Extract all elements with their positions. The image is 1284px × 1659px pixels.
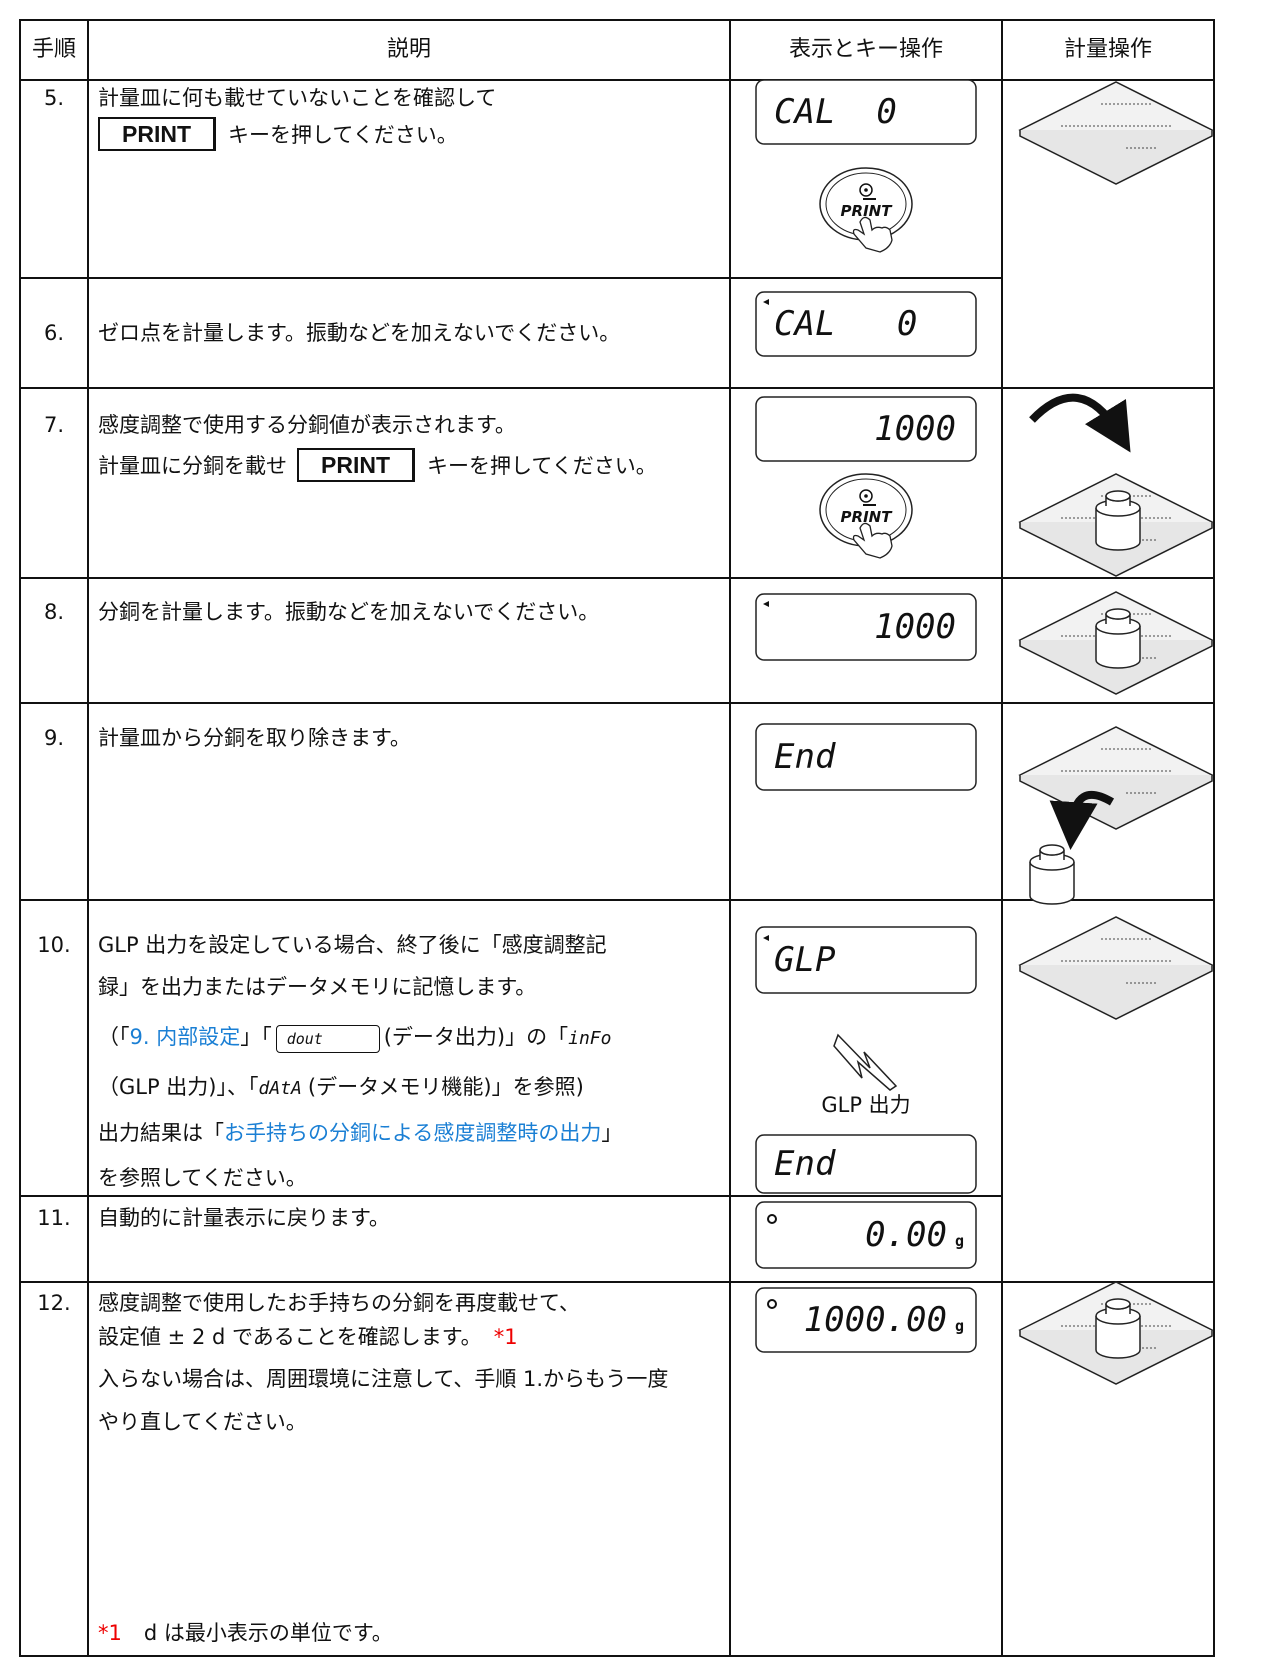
footnote-ref: *1 — [493, 1325, 518, 1349]
text: キーを押してください。 — [427, 454, 657, 478]
text-line: 自動的に計量表示に戻ります。 — [98, 1206, 390, 1230]
text-line: ゼロ点を計量します。振動などを加えないでください。 — [98, 321, 621, 345]
menu-item: dAtA — [258, 1078, 302, 1099]
display-value: 1000.00 — [803, 1300, 947, 1340]
footnote: *1 d は最小表示の単位です。 — [98, 1618, 393, 1648]
text: 計量皿に分銅を載せ — [98, 454, 287, 478]
display-text: CAL 0 — [774, 304, 918, 344]
header-cell: 表示とキー操作 — [788, 37, 943, 62]
display-text: CAL 0 — [774, 92, 897, 132]
display-text: End — [774, 1144, 836, 1184]
text-line: 感度調整で使用したお手持ちの分銅を再度載せて、 — [98, 1291, 580, 1315]
text: 出力結果は「 — [98, 1121, 224, 1145]
text-line: 入らない場合は、周囲環境に注意して、手順 1.からもう一度 — [98, 1367, 669, 1391]
key-label: PRINT — [98, 117, 216, 151]
text-line: 計量皿に分銅を載せ PRINT キーを押してください。 — [98, 448, 657, 482]
text-line: 出力結果は「お手持ちの分銅による感度調整時の出力」 — [98, 1118, 622, 1148]
display-unit: g — [954, 1317, 964, 1335]
link[interactable]: 9. 内部設定 — [129, 1025, 241, 1049]
indicators — [763, 299, 777, 1309]
text-line: 録」を出力またはデータメモリに記憶します。 — [98, 975, 537, 999]
display-value: 0.00 — [865, 1215, 947, 1255]
text-line: を参照してください。 — [98, 1166, 307, 1190]
button-label: PRINT — [840, 508, 892, 526]
text-line: 計量皿に何も載せていないことを確認して — [98, 86, 497, 110]
step: 9. — [43, 726, 65, 750]
link[interactable]: お手持ちの分銅による感度調整時の出力 — [224, 1121, 602, 1145]
display-text: 0.00 g — [756, 1215, 964, 1261]
display-text: 1000.00 g — [756, 1300, 964, 1346]
text-line: 計量皿から分銅を取り除きます。 — [98, 726, 411, 750]
text: (データ出力)」の「 — [383, 1025, 569, 1049]
step: 6. — [43, 321, 65, 345]
text: 」 — [601, 1121, 623, 1145]
step: 11. — [37, 1206, 71, 1230]
display-text: 1000 — [874, 607, 956, 647]
table-borders — [19, 19, 1215, 1657]
header-cell: 説明 — [386, 37, 431, 62]
display-unit: g — [954, 1232, 964, 1250]
text: d は最小表示の単位です。 — [143, 1621, 393, 1645]
menu-box: dout — [275, 1025, 380, 1053]
display-text: End — [774, 737, 836, 777]
display-text: 1000 — [874, 409, 956, 449]
text: （「 — [98, 1025, 130, 1049]
text: キーを押してください。 — [228, 123, 458, 147]
header-cell: 手順 — [31, 37, 76, 62]
key-label: PRINT — [297, 448, 415, 482]
caption: GLP 出力 — [821, 1093, 911, 1117]
step: 7. — [43, 413, 65, 437]
step: 10. — [37, 933, 71, 957]
text: 設定値 ± 2 d であることを確認します。 — [98, 1325, 482, 1349]
header-cell: 計量操作 — [1063, 37, 1152, 62]
output-arrow — [833, 1033, 898, 1091]
button-label: PRINT — [840, 202, 892, 220]
step: 5. — [43, 86, 65, 110]
text-line: （「9. 内部設定」「 dout (データ出力)」の「inFo — [98, 1022, 611, 1054]
text-line: PRINT キーを押してください。 — [98, 117, 458, 151]
text-line: 設定値 ± 2 d であることを確認します。 *1 — [98, 1322, 518, 1352]
text-line: （GLP 出力)」、「dAtA (データメモリ機能)」を参照) — [98, 1072, 584, 1104]
display-text: GLP — [774, 940, 836, 980]
text-line: やり直してください。 — [98, 1410, 307, 1434]
menu-item: inFo — [568, 1028, 612, 1049]
text: (データメモリ機能)」を参照) — [307, 1075, 584, 1099]
display-frames — [755, 79, 977, 1353]
text-line: 分銅を計量します。振動などを加えないでください。 — [98, 600, 600, 624]
text: 」「 — [240, 1025, 272, 1049]
text-line: GLP 出力を設定している場合、終了後に「感度調整記 — [98, 933, 607, 957]
footnote-mark: *1 — [98, 1621, 122, 1645]
step: 12. — [37, 1291, 71, 1315]
text-line: 感度調整で使用する分銅値が表示されます。 — [98, 413, 516, 437]
text: （GLP 出力)」、「 — [98, 1075, 259, 1099]
step: 8. — [43, 600, 65, 624]
